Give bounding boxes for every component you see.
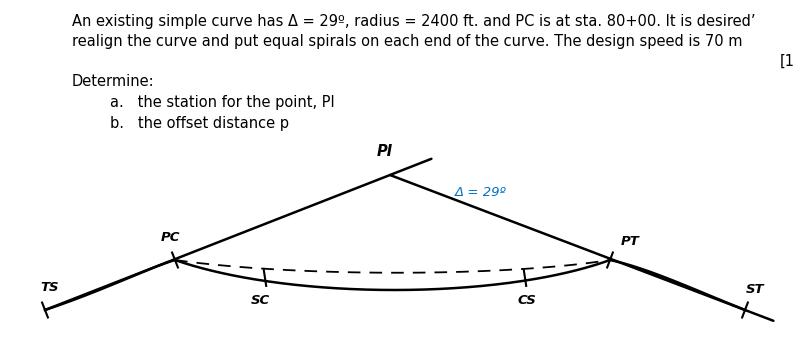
Text: Determine:: Determine: — [72, 74, 155, 89]
Text: a.   the station for the point, PI: a. the station for the point, PI — [110, 95, 335, 110]
Text: Δ = 29º: Δ = 29º — [455, 186, 507, 200]
Text: CS: CS — [517, 294, 537, 307]
Text: ST: ST — [746, 283, 764, 296]
Text: PI: PI — [377, 144, 393, 159]
Text: realign the curve and put equal spirals on each end of the curve. The design spe: realign the curve and put equal spirals … — [72, 34, 743, 49]
Text: TS: TS — [41, 281, 59, 294]
Text: [1: [1 — [780, 54, 795, 69]
Text: An existing simple curve has Δ = 29º, radius = 2400 ft. and PC is at sta. 80+00.: An existing simple curve has Δ = 29º, ra… — [72, 14, 755, 29]
Text: b.   the offset distance p: b. the offset distance p — [110, 116, 289, 131]
Text: SC: SC — [251, 294, 270, 307]
Text: PC: PC — [160, 231, 179, 244]
Text: PT: PT — [621, 235, 639, 248]
